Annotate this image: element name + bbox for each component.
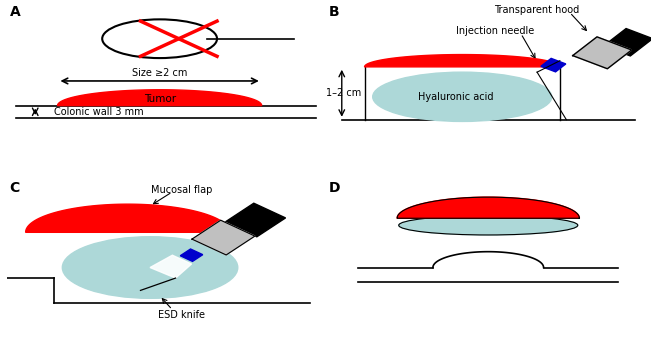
Text: Mucosal flap: Mucosal flap: [151, 185, 213, 195]
Text: 1–2 cm: 1–2 cm: [326, 88, 361, 98]
Polygon shape: [225, 203, 286, 237]
Polygon shape: [57, 90, 262, 106]
Polygon shape: [180, 249, 202, 262]
Text: Size ≥2 cm: Size ≥2 cm: [132, 68, 187, 78]
Polygon shape: [25, 204, 230, 232]
Text: B: B: [329, 5, 339, 19]
Polygon shape: [150, 255, 191, 278]
Polygon shape: [573, 37, 631, 69]
Polygon shape: [365, 55, 560, 67]
Polygon shape: [192, 220, 255, 255]
Text: Transparent hood: Transparent hood: [495, 5, 579, 15]
Text: ESD knife: ESD knife: [158, 310, 206, 320]
Text: Hyaluronic acid: Hyaluronic acid: [418, 92, 493, 102]
Ellipse shape: [372, 72, 552, 121]
Polygon shape: [397, 197, 579, 218]
Text: A: A: [10, 5, 20, 19]
Text: Tumor: Tumor: [144, 94, 176, 105]
Ellipse shape: [62, 237, 238, 298]
Polygon shape: [603, 29, 651, 56]
Ellipse shape: [398, 215, 578, 235]
Polygon shape: [541, 58, 566, 72]
Text: Colonic wall 3 mm: Colonic wall 3 mm: [55, 107, 144, 117]
Text: Injection needle: Injection needle: [456, 26, 534, 36]
Text: D: D: [329, 181, 340, 195]
Text: C: C: [10, 181, 20, 195]
